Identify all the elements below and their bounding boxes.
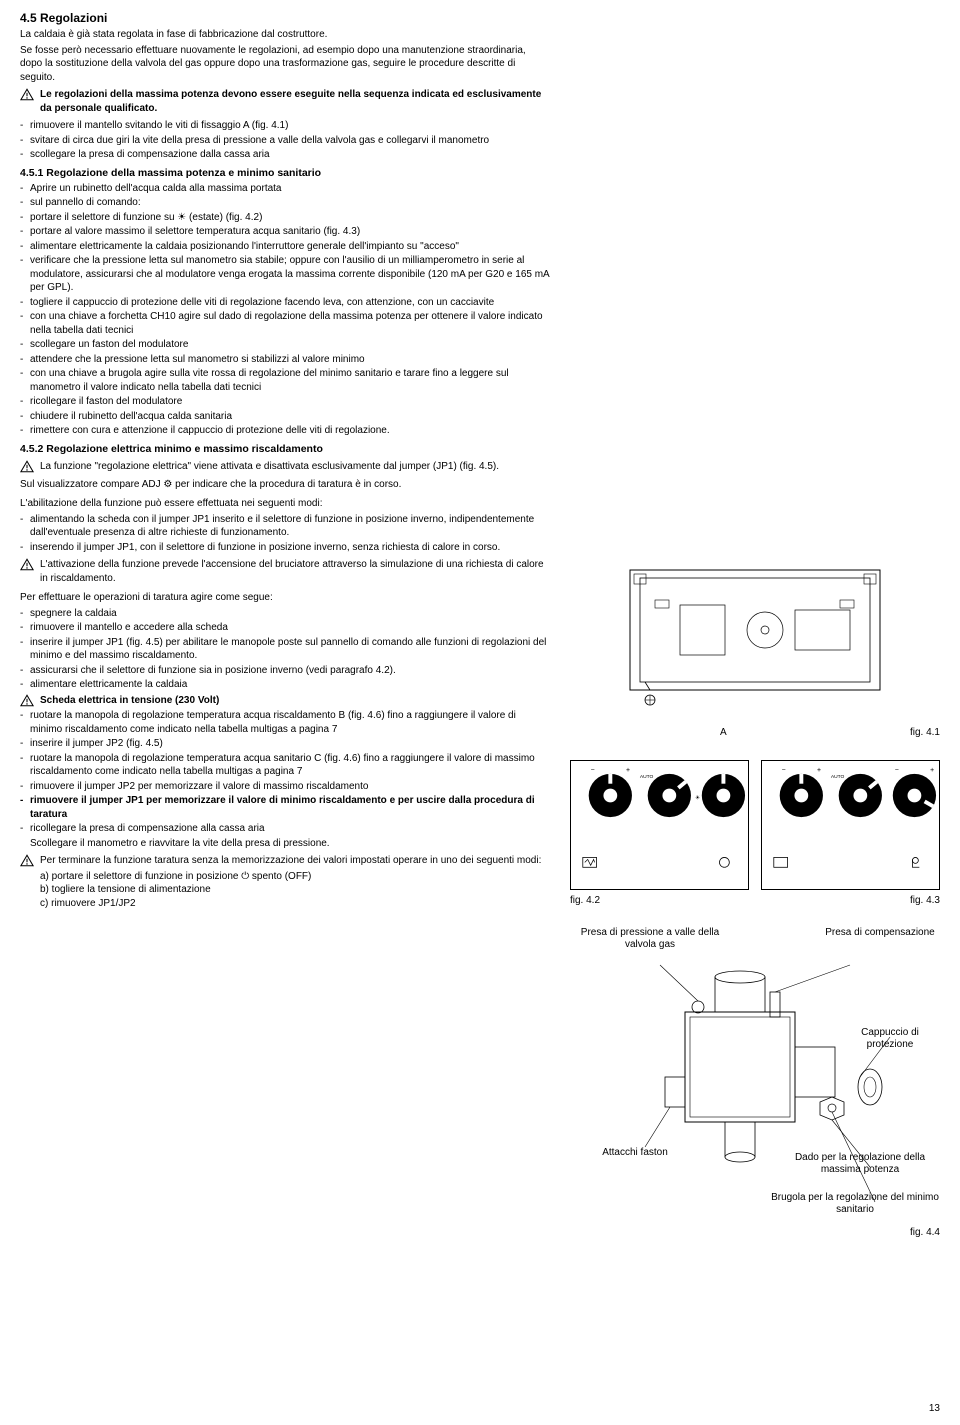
list-item: sul pannello di comando: xyxy=(20,196,550,210)
label-brugola: Brugola per la regolazione del minimo sa… xyxy=(770,1192,940,1216)
figure-4-2: − + ☀ AUTO xyxy=(570,760,749,890)
list-item: ricollegare il faston del modulatore xyxy=(20,395,550,409)
intro-text-2: Se fosse però necessario effettuare nuov… xyxy=(20,44,550,85)
label-attacchi: Attacchi faston xyxy=(600,1147,670,1159)
figure-4-2-caption: fig. 4.2 xyxy=(570,894,749,908)
warning-jumper: La funzione "regolazione elettrica" vien… xyxy=(20,460,550,474)
warning-text: Scheda elettrica in tensione (230 Volt) xyxy=(40,694,550,708)
warning-terminate: Per terminare la funzione taratura senza… xyxy=(20,854,550,910)
warning-icon xyxy=(20,854,34,867)
warning-activation: L'attivazione della funzione prevede l'a… xyxy=(20,558,550,585)
warning-sequence: Le regolazioni della massima potenza dev… xyxy=(20,88,550,115)
list-item: alimentare elettricamente la caldaia xyxy=(20,678,550,692)
figure-4-1 xyxy=(570,550,940,720)
svg-text:+: + xyxy=(930,766,934,773)
calibration-steps-1: spegnere la caldaia rimuovere il mantell… xyxy=(20,607,550,692)
section-4-5-1-title: 4.5.1 Regolazione della massima potenza … xyxy=(20,166,550,180)
figure-4-3: − + AUTO − xyxy=(761,760,940,890)
label-presa-comp: Presa di compensazione xyxy=(820,927,940,939)
list-item: attendere che la pressione letta sul man… xyxy=(20,353,550,367)
list-item: con una chiave a brugola agire sulla vit… xyxy=(20,367,550,394)
list-item: verificare che la pressione letta sul ma… xyxy=(20,254,550,295)
figure-4-1-label-a: A xyxy=(720,726,727,740)
list-item: scollegare la presa di compensazione dal… xyxy=(20,148,550,162)
label-dado: Dado per la regolazione della massima po… xyxy=(780,1152,940,1176)
final-option-c: c) rimuovere JP1/JP2 xyxy=(40,897,550,911)
abilitation-intro: L'abilitazione della funzione può essere… xyxy=(20,497,550,511)
list-item: rimuovere il mantello e accedere alla sc… xyxy=(20,621,550,635)
final-option-b: b) togliere la tensione di alimentazione xyxy=(40,883,550,897)
calibration-intro: Per effettuare le operazioni di taratura… xyxy=(20,591,550,605)
intro-text-1: La caldaia è già stata regolata in fase … xyxy=(20,28,550,42)
list-item: alimentare elettricamente la caldaia pos… xyxy=(20,240,550,254)
list-item: rimuovere il mantello svitando le viti d… xyxy=(20,119,550,133)
svg-text:AUTO: AUTO xyxy=(831,773,845,779)
warning-text: Le regolazioni della massima potenza dev… xyxy=(40,88,550,115)
list-item: svitare di circa due giri la vite della … xyxy=(20,134,550,148)
warning-text: L'attivazione della funzione prevede l'a… xyxy=(40,558,550,585)
figure-4-1-caption: fig. 4.1 xyxy=(910,726,940,740)
list-item: assicurarsi che il selettore di funzione… xyxy=(20,664,550,678)
list-item: inserendo il jumper JP1, con il selettor… xyxy=(20,541,550,555)
list-item: togliere il cappuccio di protezione dell… xyxy=(20,296,550,310)
adj-indicator-text: Sul visualizzatore compare ADJ ⚙ per ind… xyxy=(20,478,550,492)
section-4-5-title: 4.5 Regolazioni xyxy=(20,10,550,26)
label-presa-valle: Presa di pressione a valle della valvola… xyxy=(570,927,730,951)
calibration-steps-2: ruotare la manopola di regolazione tempe… xyxy=(20,709,550,836)
section-4-5-2-title: 4.5.2 Regolazione elettrica minimo e mas… xyxy=(20,442,550,456)
svg-text:−: − xyxy=(895,766,899,773)
warning-voltage: Scheda elettrica in tensione (230 Volt) xyxy=(20,694,550,708)
list-item: chiudere il rubinetto dell'acqua calda s… xyxy=(20,410,550,424)
page-number: 13 xyxy=(929,1402,940,1416)
warning-icon xyxy=(20,694,34,707)
list-item: rimettere con cura e attenzione il cappu… xyxy=(20,424,550,438)
svg-text:−: − xyxy=(591,766,595,773)
list-item: Aprire un rubinetto dell'acqua calda all… xyxy=(20,182,550,196)
label-cappuccio: Cappuccio di protezione xyxy=(840,1027,940,1051)
warning-icon xyxy=(20,460,34,473)
list-item: scollegare un faston del modulatore xyxy=(20,338,550,352)
list-item: spegnere la caldaia xyxy=(20,607,550,621)
disconnect-manometer: Scollegare il manometro e riavvitare la … xyxy=(20,837,550,851)
final-option-a: a) portare il selettore di funzione in p… xyxy=(40,870,550,884)
figure-4-4: Presa di pressione a valle della valvola… xyxy=(570,927,940,1247)
list-item: portare al valore massimo il selettore t… xyxy=(20,225,550,239)
figure-4-4-caption: fig. 4.4 xyxy=(910,1227,940,1239)
warning-text: Per terminare la funzione taratura senza… xyxy=(40,855,541,866)
list-item: inserire il jumper JP1 (fig. 4.5) per ab… xyxy=(20,636,550,663)
list-item-bold: rimuovere il jumper JP1 per memorizzare … xyxy=(20,794,550,821)
svg-text:−: − xyxy=(782,766,786,773)
list-item: alimentando la scheda con il jumper JP1 … xyxy=(20,513,550,540)
svg-text:☀: ☀ xyxy=(695,794,700,801)
list-item: ricollegare la presa di compensazione al… xyxy=(20,822,550,836)
procedure-451-list: Aprire un rubinetto dell'acqua calda all… xyxy=(20,182,550,438)
list-item: ruotare la manopola di regolazione tempe… xyxy=(20,709,550,736)
list-item: inserire il jumper JP2 (fig. 4.5) xyxy=(20,737,550,751)
warning-text: La funzione "regolazione elettrica" vien… xyxy=(40,460,550,474)
warning-icon xyxy=(20,88,34,101)
figure-4-3-caption: fig. 4.3 xyxy=(761,894,940,908)
abilitation-list: alimentando la scheda con il jumper JP1 … xyxy=(20,513,550,555)
warning-icon xyxy=(20,558,34,571)
list-item: con una chiave a forchetta CH10 agire su… xyxy=(20,310,550,337)
list-item: ruotare la manopola di regolazione tempe… xyxy=(20,752,550,779)
svg-text:AUTO: AUTO xyxy=(640,773,654,779)
list-item: portare il selettore di funzione su ☀ (e… xyxy=(20,211,550,225)
preparation-list: rimuovere il mantello svitando le viti d… xyxy=(20,119,550,162)
svg-text:+: + xyxy=(626,766,630,773)
list-item: rimuovere il jumper JP2 per memorizzare … xyxy=(20,780,550,794)
svg-text:+: + xyxy=(817,766,821,773)
